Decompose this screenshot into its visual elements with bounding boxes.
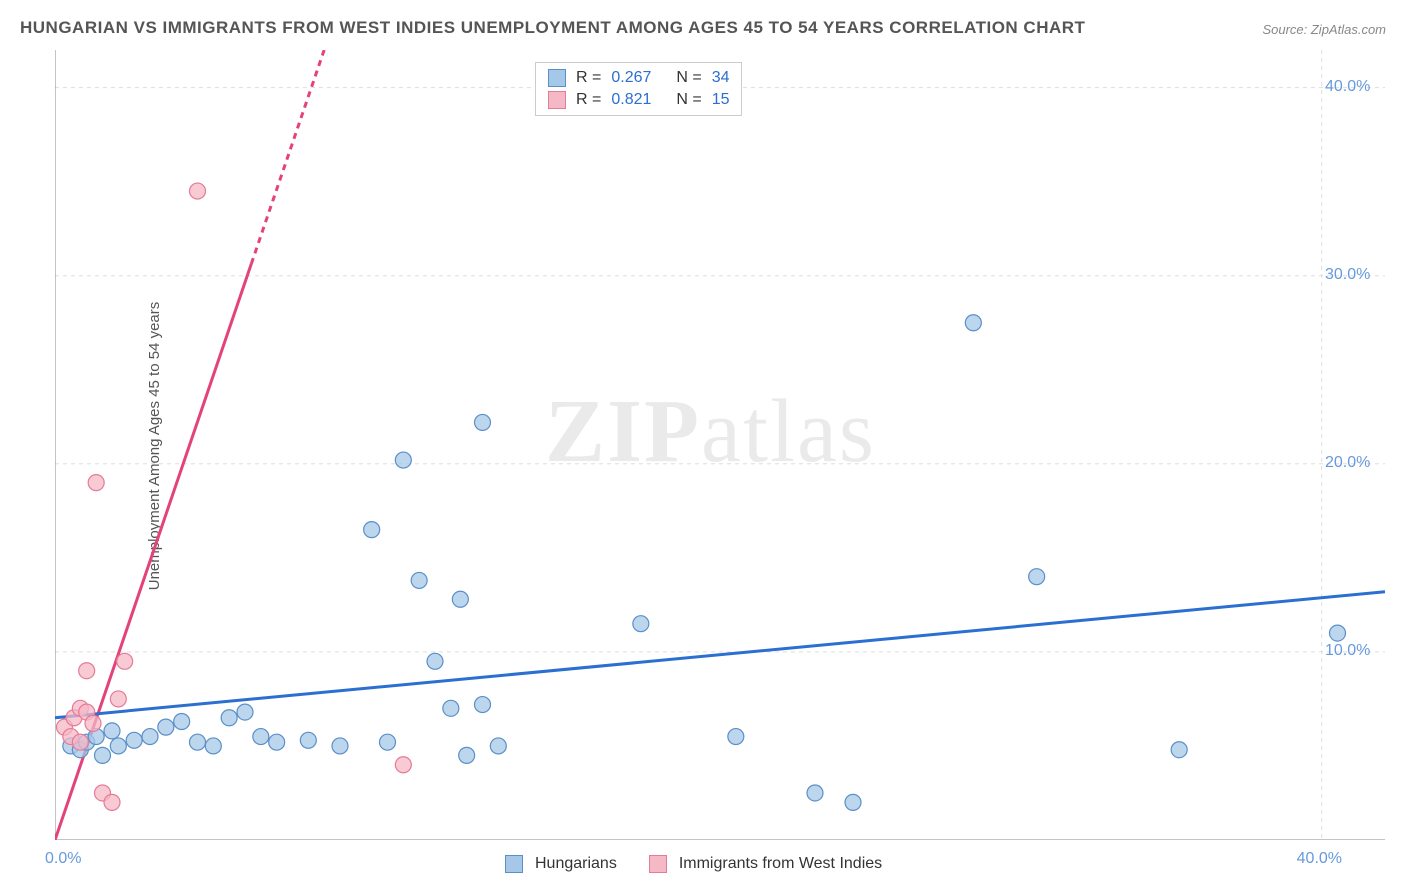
y-tick-label: 20.0% [1325,454,1370,472]
series-legend: Hungarians Immigrants from West Indies [505,855,902,873]
legend-swatch [548,91,566,109]
x-tick-label: 0.0% [45,850,81,868]
legend-swatch [548,69,566,87]
chart-title: HUNGARIAN VS IMMIGRANTS FROM WEST INDIES… [20,18,1085,38]
plot-svg [55,50,1385,840]
r-label: R = [576,91,601,109]
n-label: N = [676,69,701,87]
scatter-plot: ZIPatlas [55,50,1385,840]
legend-swatch [505,855,523,873]
legend-row: R = 0.821 N = 15 [548,91,729,109]
y-tick-label: 10.0% [1325,642,1370,660]
x-tick-label: 40.0% [1297,850,1342,868]
n-value: 15 [712,91,730,109]
y-tick-label: 40.0% [1325,78,1370,96]
legend-swatch [649,855,667,873]
correlation-legend: R = 0.267 N = 34 R = 0.821 N = 15 [535,62,742,116]
n-label: N = [676,91,701,109]
n-value: 34 [712,69,730,87]
legend-label: Immigrants from West Indies [679,855,882,873]
r-label: R = [576,69,601,87]
source-attribution: Source: ZipAtlas.com [1262,22,1386,37]
r-value: 0.821 [611,91,666,109]
legend-row: R = 0.267 N = 34 [548,69,729,87]
y-tick-label: 30.0% [1325,266,1370,284]
legend-label: Hungarians [535,855,617,873]
r-value: 0.267 [611,69,666,87]
